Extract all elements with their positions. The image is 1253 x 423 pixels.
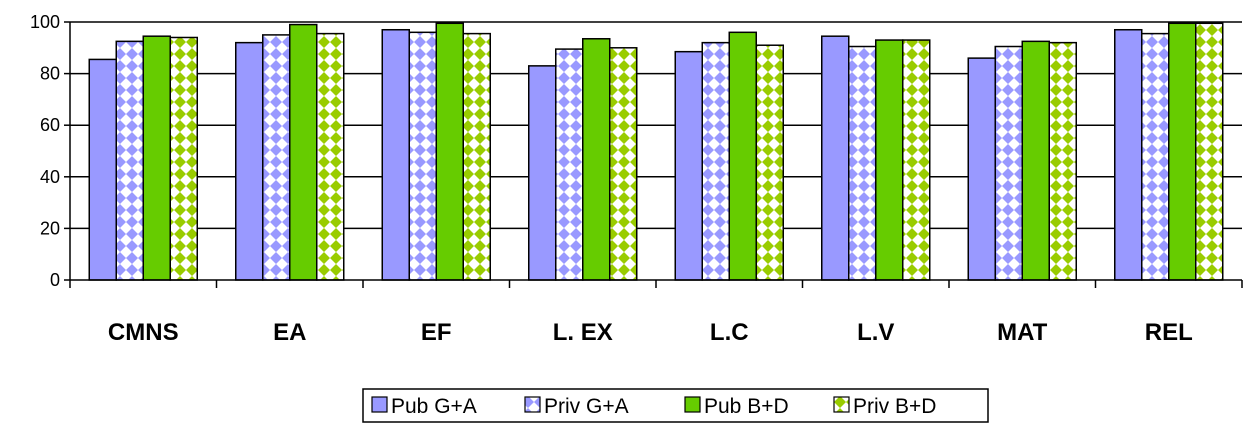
bar-pub-g-a-l-c	[674, 50, 703, 281]
bar-pub-g-a-ea	[235, 41, 264, 281]
bar-pub-b-d-mat	[1021, 40, 1050, 281]
bar-priv-b-d-l-v	[902, 39, 931, 281]
bar-pub-b-d-ef	[435, 22, 464, 281]
y-tick-labels: 0 20 40 60 80 100	[30, 12, 60, 290]
bars	[88, 22, 1224, 281]
x-category-label: EF	[421, 319, 452, 346]
legend-swatch	[833, 396, 850, 413]
bar-priv-g-a-cmns	[115, 40, 144, 281]
bar-pub-b-d-l-ex	[582, 38, 611, 281]
bar-priv-g-a-l-ex	[555, 48, 584, 281]
bar-pub-b-d-l-c	[728, 31, 757, 281]
bar-pub-b-d-l-v	[875, 39, 904, 281]
bar-priv-g-a-ea	[262, 34, 291, 281]
legend-label: Priv G+A	[544, 395, 629, 418]
bar-priv-b-d-ef	[462, 32, 491, 281]
bar-priv-b-d-l-c	[755, 44, 784, 281]
bar-pub-g-a-rel	[1114, 28, 1143, 281]
legend-label: Priv B+D	[853, 395, 936, 418]
x-category-label: EA	[273, 319, 306, 346]
bar-priv-b-d-rel	[1195, 22, 1224, 281]
bar-pub-g-a-ef	[381, 28, 410, 281]
bar-pub-g-a-l-ex	[528, 65, 557, 281]
x-category-label: REL	[1145, 319, 1193, 346]
y-tick-label: 60	[40, 115, 60, 135]
bar-priv-b-d-cmns	[169, 36, 198, 281]
y-tick-label: 80	[40, 64, 60, 84]
bar-priv-g-a-l-c	[701, 41, 730, 281]
bar-pub-b-d-ea	[289, 23, 318, 281]
bar-priv-g-a-ef	[408, 31, 437, 281]
y-tick-label: 20	[40, 218, 60, 238]
bar-pub-g-a-cmns	[88, 58, 117, 281]
x-category-label: MAT	[997, 319, 1048, 346]
bar-pub-g-a-l-v	[821, 35, 850, 281]
legend-swatch	[524, 396, 541, 413]
bar-priv-b-d-mat	[1048, 41, 1077, 281]
bar-pub-b-d-cmns	[142, 35, 171, 281]
legend-box	[362, 388, 989, 423]
bar-priv-g-a-l-v	[848, 45, 877, 281]
y-tick-label: 0	[50, 270, 60, 290]
bar-pub-g-a-mat	[967, 57, 996, 281]
x-category-label: L.C	[710, 319, 749, 346]
y-tick-label: 40	[40, 167, 60, 187]
legend-label: Pub G+A	[391, 395, 477, 418]
bar-pub-b-d-rel	[1168, 22, 1197, 281]
bar-priv-g-a-mat	[994, 45, 1023, 281]
legend: Pub G+A Priv G+A Pub B+D Priv B+D	[362, 388, 989, 423]
x-category-label: L. EX	[553, 319, 613, 346]
bar-priv-g-a-rel	[1141, 32, 1170, 281]
x-category-labels: CMNS EA EF L. EX L.C L.V MAT REL	[108, 319, 1193, 346]
legend-swatch	[371, 396, 388, 413]
bar-priv-b-d-ea	[316, 32, 345, 281]
x-category-label: CMNS	[108, 319, 179, 346]
y-tick-label: 100	[30, 12, 60, 32]
axes	[64, 21, 1243, 288]
legend-swatch	[684, 396, 701, 413]
legend-label: Pub B+D	[704, 395, 789, 418]
x-category-label: L.V	[857, 319, 894, 346]
bar-priv-b-d-l-ex	[609, 47, 638, 281]
